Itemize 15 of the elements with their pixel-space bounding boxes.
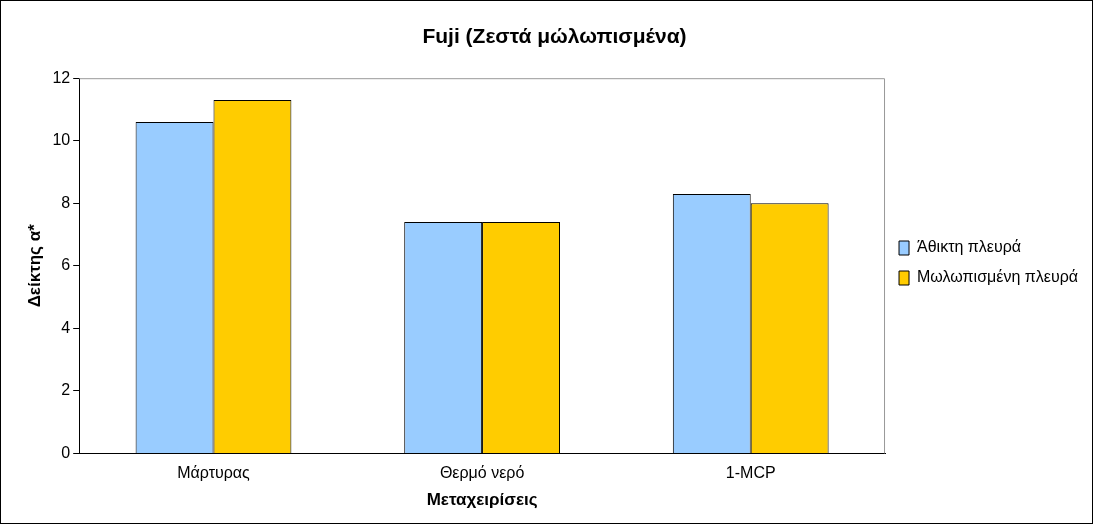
x-tick-label: 1-MCP	[725, 464, 776, 482]
chart-title: Fuji (Ζεστά μώλωπισμένα)	[422, 24, 687, 48]
y-tick-label: 10	[52, 131, 71, 149]
y-tick-label: 4	[61, 318, 71, 336]
y-tick-label: 6	[61, 256, 71, 274]
y-tick-label: 2	[61, 381, 71, 399]
legend-label: Άθικτη πλευρά	[917, 238, 1022, 256]
y-tick-label: 8	[61, 193, 71, 211]
x-tick-label: Θερμό νερό	[439, 464, 525, 482]
x-axis-title: Μεταχειρίσεις	[426, 490, 538, 510]
y-tick-label: 0	[61, 443, 71, 461]
x-tick-label: Μάρτυρας	[177, 464, 251, 482]
y-tick-label: 12	[52, 68, 71, 86]
legend-label: Μωλωπισμένη πλευρά	[917, 268, 1079, 286]
y-axis-title: Δείκτης α*	[24, 223, 44, 308]
